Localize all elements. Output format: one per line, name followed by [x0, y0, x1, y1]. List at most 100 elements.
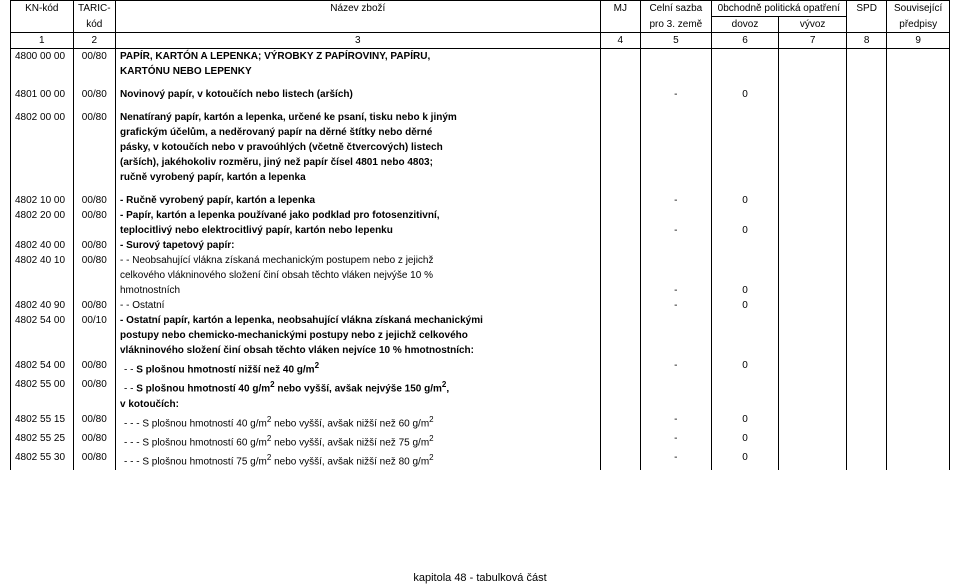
hdr-blank [116, 17, 601, 33]
cell-taric: 00/80 [73, 377, 115, 396]
table-row: grafickým účelům, a neděrovaný papír na … [11, 125, 950, 140]
cell-pred [887, 450, 950, 469]
cell-spd [846, 170, 886, 185]
cell-kn [11, 64, 74, 79]
spacer-cell [73, 185, 115, 193]
cell-nazev: - Surový tapetový papír: [116, 238, 601, 253]
cell-spd [846, 49, 886, 65]
table-row: 4802 20 0000/80- Papír, kartón a lepenka… [11, 208, 950, 223]
hdr-sazba: Celní sazba [641, 1, 712, 17]
spacer-cell [73, 102, 115, 110]
cell-spd [846, 397, 886, 412]
colnum-8: 8 [846, 33, 886, 49]
cell-vyvoz [779, 87, 847, 102]
spacer-cell [887, 185, 950, 193]
cell-sazba [641, 343, 712, 358]
cell-pred [887, 268, 950, 283]
cell-kn: 4802 10 00 [11, 193, 74, 208]
cell-mj [600, 223, 640, 238]
cell-pred [887, 49, 950, 65]
cell-taric [73, 268, 115, 283]
cell-vyvoz [779, 358, 847, 377]
cell-taric: 00/80 [73, 450, 115, 469]
cell-dovoz: 0 [711, 193, 779, 208]
cell-dovoz [711, 328, 779, 343]
table-row: 4802 54 0000/10- Ostatní papír, kartón a… [11, 313, 950, 328]
cell-mj [600, 238, 640, 253]
cell-pred [887, 298, 950, 313]
colnum-7: 7 [779, 33, 847, 49]
cell-pred [887, 238, 950, 253]
cell-nazev: hmotnostních [116, 283, 601, 298]
hdr-taric: TARIC- [73, 1, 115, 17]
cell-vyvoz [779, 343, 847, 358]
cell-dovoz: 0 [711, 431, 779, 450]
colnum-2: 2 [73, 33, 115, 49]
cell-kn: 4802 40 00 [11, 238, 74, 253]
spacer-cell [116, 102, 601, 110]
cell-dovoz: 0 [711, 283, 779, 298]
table-row: hmotnostních -0 [11, 283, 950, 298]
hdr-kn: KN-kód [11, 1, 74, 17]
cell-spd [846, 223, 886, 238]
cell-nazev: celkového vlákninového složení činí obsa… [116, 268, 601, 283]
cell-pred [887, 208, 950, 223]
cell-taric: 00/80 [73, 193, 115, 208]
spacer-cell [779, 185, 847, 193]
cell-taric [73, 125, 115, 140]
cell-nazev: v kotoučích: [116, 397, 601, 412]
cell-pred [887, 397, 950, 412]
table-row: ručně vyrobený papír, kartón a lepenka [11, 170, 950, 185]
cell-nazev: (arších), jakéhokoliv rozměru, jiný než … [116, 155, 601, 170]
cell-spd [846, 125, 886, 140]
cell-sazba [641, 155, 712, 170]
cell-kn: 4800 00 00 [11, 49, 74, 65]
colnum-5: 5 [641, 33, 712, 49]
cell-kn [11, 140, 74, 155]
cell-vyvoz [779, 193, 847, 208]
cell-dovoz [711, 208, 779, 223]
cell-sazba: - [641, 87, 712, 102]
cell-spd [846, 253, 886, 268]
cell-kn: 4802 55 30 [11, 450, 74, 469]
cell-taric [73, 170, 115, 185]
spacer-cell [711, 79, 779, 87]
cell-taric: 00/80 [73, 412, 115, 431]
spacer-cell [600, 185, 640, 193]
cell-spd [846, 431, 886, 450]
cell-spd [846, 238, 886, 253]
cell-mj [600, 110, 640, 125]
hdr-blank [600, 17, 640, 33]
cell-kn: 4802 20 00 [11, 208, 74, 223]
cell-spd [846, 343, 886, 358]
cell-mj [600, 358, 640, 377]
cell-vyvoz [779, 298, 847, 313]
colnum-1: 1 [11, 33, 74, 49]
cell-sazba [641, 253, 712, 268]
table-row: 4802 55 2500/80- - - S plošnou hmotností… [11, 431, 950, 450]
cell-vyvoz [779, 450, 847, 469]
cell-sazba: - [641, 283, 712, 298]
cell-vyvoz [779, 140, 847, 155]
cell-pred [887, 87, 950, 102]
cell-nazev: - - - S plošnou hmotností 40 g/m2 nebo v… [116, 412, 601, 431]
cell-nazev: - - Ostatní [116, 298, 601, 313]
cell-kn [11, 283, 74, 298]
cell-taric [73, 328, 115, 343]
cell-dovoz [711, 155, 779, 170]
spacer-cell [116, 79, 601, 87]
cell-kn: 4802 55 00 [11, 377, 74, 396]
cell-dovoz: 0 [711, 223, 779, 238]
cell-mj [600, 155, 640, 170]
colnum-3: 3 [116, 33, 601, 49]
cell-sazba [641, 64, 712, 79]
table-row: 4802 55 3000/80- - - S plošnou hmotností… [11, 450, 950, 469]
table-row [11, 79, 950, 87]
cell-vyvoz [779, 397, 847, 412]
cell-pred [887, 358, 950, 377]
cell-sazba [641, 208, 712, 223]
cell-mj [600, 193, 640, 208]
cell-kn [11, 223, 74, 238]
cell-sazba: - [641, 223, 712, 238]
table-row: pásky, v kotoučích nebo v pravoúhlých (v… [11, 140, 950, 155]
